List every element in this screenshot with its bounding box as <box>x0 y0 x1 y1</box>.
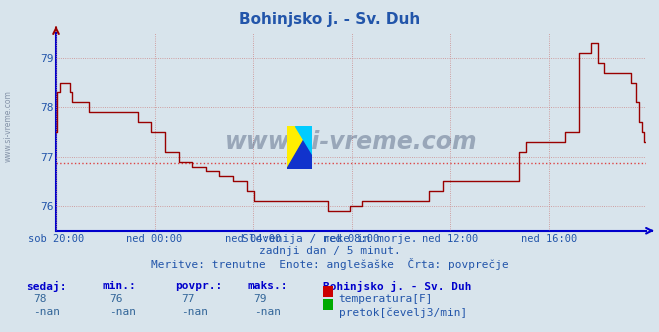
Text: zadnji dan / 5 minut.: zadnji dan / 5 minut. <box>258 246 401 256</box>
Text: povpr.:: povpr.: <box>175 281 222 290</box>
Text: -nan: -nan <box>109 307 136 317</box>
Text: 76: 76 <box>109 294 122 304</box>
Text: 77: 77 <box>181 294 194 304</box>
Text: www.si-vreme.com: www.si-vreme.com <box>225 130 477 154</box>
Polygon shape <box>287 126 312 169</box>
Text: Slovenija / reke in morje.: Slovenija / reke in morje. <box>242 234 417 244</box>
Polygon shape <box>287 126 312 169</box>
Text: pretok[čevelj3/min]: pretok[čevelj3/min] <box>339 307 467 318</box>
Text: -nan: -nan <box>254 307 281 317</box>
Text: -nan: -nan <box>181 307 208 317</box>
Text: -nan: -nan <box>33 307 60 317</box>
Text: Meritve: trenutne  Enote: anglešaške  Črta: povprečje: Meritve: trenutne Enote: anglešaške Črta… <box>151 258 508 270</box>
Polygon shape <box>295 126 312 154</box>
Text: 78: 78 <box>33 294 46 304</box>
Text: min.:: min.: <box>102 281 136 290</box>
Text: www.si-vreme.com: www.si-vreme.com <box>3 90 13 162</box>
Text: 79: 79 <box>254 294 267 304</box>
Text: maks.:: maks.: <box>247 281 287 290</box>
Text: Bohinjsko j. - Sv. Duh: Bohinjsko j. - Sv. Duh <box>323 281 471 291</box>
Text: sedaj:: sedaj: <box>26 281 67 291</box>
Text: temperatura[F]: temperatura[F] <box>339 294 433 304</box>
Text: Bohinjsko j. - Sv. Duh: Bohinjsko j. - Sv. Duh <box>239 12 420 27</box>
